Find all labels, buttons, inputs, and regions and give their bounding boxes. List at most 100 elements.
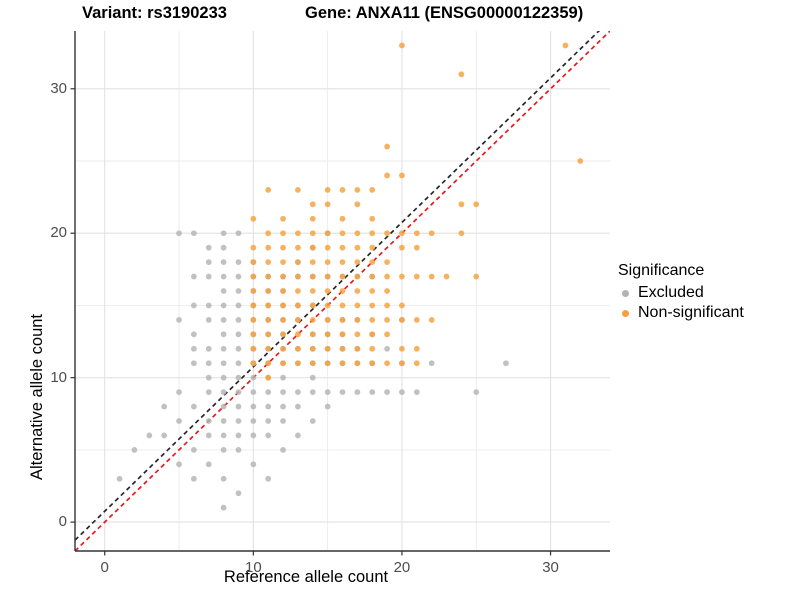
data-point <box>205 302 212 309</box>
data-point <box>190 273 197 280</box>
data-point <box>220 389 227 396</box>
data-point <box>369 302 376 309</box>
data-point <box>369 389 376 396</box>
data-point <box>428 316 435 323</box>
data-point <box>235 418 242 424</box>
data-point <box>205 259 212 266</box>
data-point <box>235 432 242 439</box>
data-point <box>295 302 301 309</box>
data-point <box>265 244 272 251</box>
data-point <box>309 360 316 367</box>
data-point <box>458 230 465 237</box>
data-point <box>369 345 376 352</box>
data-point <box>235 288 242 294</box>
data-point <box>309 215 316 222</box>
data-point <box>324 331 331 338</box>
data-point <box>295 432 301 439</box>
data-point <box>369 360 376 367</box>
data-point <box>265 331 272 338</box>
data-point <box>205 389 212 396</box>
data-point <box>280 389 286 396</box>
data-point <box>161 432 168 439</box>
data-point <box>369 244 376 251</box>
data-point <box>220 331 227 338</box>
data-point <box>265 186 272 193</box>
data-point <box>354 186 361 193</box>
data-point <box>220 360 227 367</box>
data-point <box>190 475 197 482</box>
data-point <box>220 288 227 294</box>
data-point <box>220 259 227 266</box>
data-point <box>131 446 138 453</box>
data-point <box>205 316 212 323</box>
data-point <box>295 230 301 237</box>
data-point <box>339 331 346 338</box>
y-tick-label: 20 <box>50 224 67 242</box>
data-point <box>354 389 361 396</box>
data-point <box>265 374 272 381</box>
data-point <box>369 331 376 338</box>
data-point <box>250 432 257 439</box>
variant-title: Variant: rs3190233 <box>82 4 227 22</box>
data-point <box>220 244 227 251</box>
data-point <box>309 345 316 352</box>
data-point <box>265 259 272 266</box>
data-point <box>235 345 242 352</box>
data-point <box>250 461 257 468</box>
y-tick-label: 10 <box>50 368 67 386</box>
data-point <box>324 316 331 323</box>
data-point <box>220 418 227 424</box>
data-point <box>413 244 420 251</box>
data-point <box>369 215 376 222</box>
data-point <box>399 360 405 367</box>
data-point <box>384 143 390 150</box>
data-point <box>205 244 212 251</box>
data-point <box>250 273 257 280</box>
data-point <box>280 244 286 251</box>
data-point <box>220 273 227 280</box>
data-point <box>250 345 257 352</box>
data-point <box>309 201 316 208</box>
x-tick-label: 0 <box>100 559 109 576</box>
y-axis-title: Alternative allele count <box>28 313 46 480</box>
data-point <box>309 331 316 338</box>
data-point <box>280 403 286 410</box>
data-point <box>265 389 272 396</box>
data-point <box>324 403 331 410</box>
data-point <box>339 244 346 251</box>
data-point <box>473 201 480 208</box>
data-point <box>280 360 286 367</box>
data-point <box>265 418 272 424</box>
data-point <box>324 244 331 251</box>
data-point <box>265 403 272 410</box>
data-point <box>384 302 390 309</box>
y-tick-label: 0 <box>58 513 67 531</box>
data-point <box>116 475 123 482</box>
data-point <box>384 345 390 352</box>
data-point <box>369 186 376 193</box>
legend-item-excluded[interactable]: Excluded <box>618 283 798 303</box>
data-point <box>280 302 286 309</box>
data-point <box>309 302 316 309</box>
data-point <box>354 302 361 309</box>
data-point <box>295 360 301 367</box>
data-point <box>577 158 584 164</box>
data-point <box>458 71 465 78</box>
data-point <box>295 316 301 323</box>
data-point <box>295 259 301 266</box>
data-point <box>354 360 361 367</box>
data-point <box>205 273 212 280</box>
data-point <box>309 259 316 266</box>
data-point <box>265 475 272 482</box>
data-point <box>280 273 286 280</box>
data-point <box>354 345 361 352</box>
data-point <box>458 201 465 208</box>
data-point <box>369 288 376 294</box>
legend-item-non-significant[interactable]: Non-significant <box>618 303 798 323</box>
data-point <box>309 244 316 251</box>
data-point <box>235 302 242 309</box>
data-point <box>309 389 316 396</box>
data-point <box>205 345 212 352</box>
data-point <box>399 230 405 237</box>
data-point <box>220 446 227 453</box>
